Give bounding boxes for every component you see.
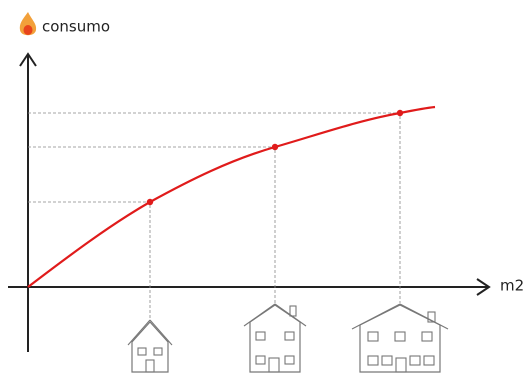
curve	[27, 105, 436, 288]
y-axis-label: consumo	[42, 18, 110, 36]
x-axis-label: m2	[500, 277, 524, 295]
medium-house	[243, 303, 307, 373]
small-house	[127, 319, 173, 373]
flame-icon	[19, 12, 37, 36]
axes	[8, 52, 491, 352]
curve-points	[146, 109, 404, 206]
large-house	[351, 303, 449, 373]
